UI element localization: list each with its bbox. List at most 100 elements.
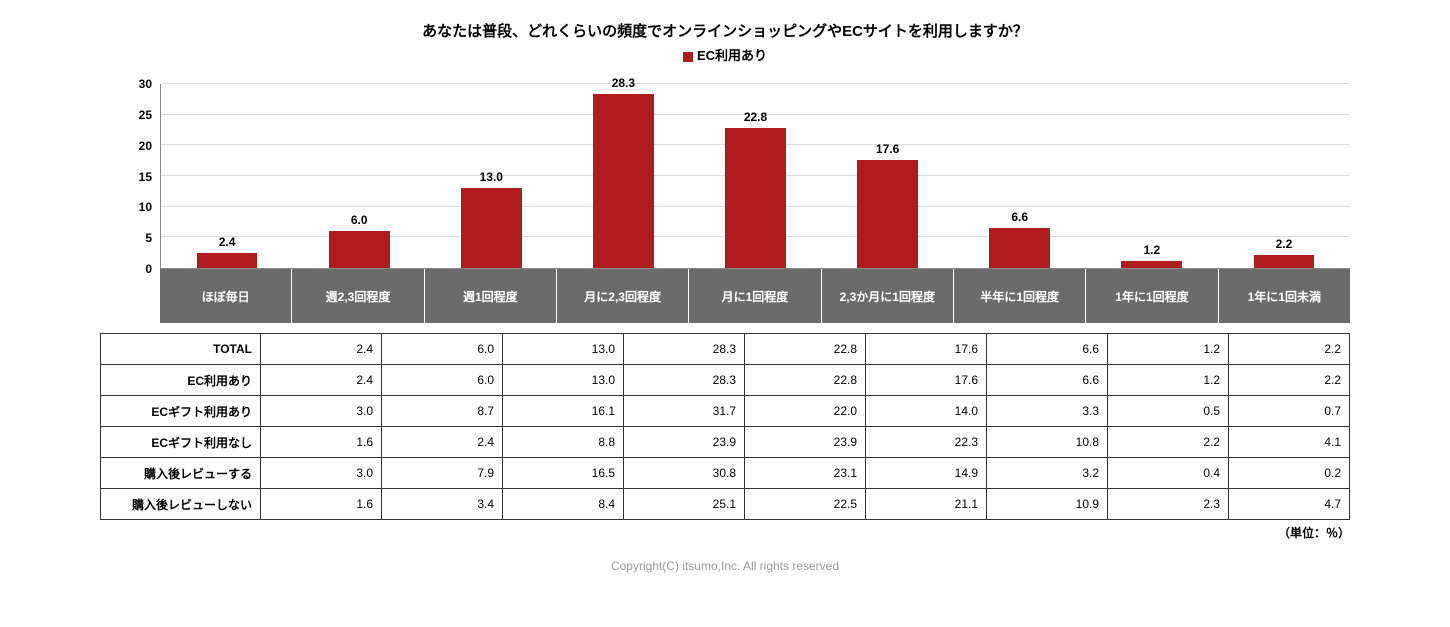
table-cell: 10.8 bbox=[987, 427, 1108, 458]
y-tick: 5 bbox=[145, 231, 152, 245]
bar-column: 28.3 bbox=[557, 84, 689, 268]
bar-column: 2.2 bbox=[1218, 84, 1350, 268]
bar-column: 6.6 bbox=[954, 84, 1086, 268]
table-cell: 16.1 bbox=[503, 396, 624, 427]
table-cell: 0.2 bbox=[1229, 458, 1350, 489]
row-label: EC利用あり bbox=[101, 365, 261, 396]
table-cell: 7.9 bbox=[382, 458, 503, 489]
category-header-row: ほぼ毎日週2,3回程度週1回程度月に2,3回程度月に1回程度2,3か月に1回程度… bbox=[160, 269, 1350, 323]
y-axis: 051015202530 bbox=[100, 84, 160, 269]
table-cell: 13.0 bbox=[503, 365, 624, 396]
table-row: 購入後レビューする3.07.916.530.823.114.93.20.40.2 bbox=[101, 458, 1350, 489]
bar-column: 22.8 bbox=[689, 84, 821, 268]
table-cell: 1.6 bbox=[261, 489, 382, 520]
y-tick: 30 bbox=[139, 77, 152, 91]
bar-column: 13.0 bbox=[425, 84, 557, 268]
table-row: TOTAL2.46.013.028.322.817.66.61.22.2 bbox=[101, 334, 1350, 365]
table-cell: 2.4 bbox=[261, 334, 382, 365]
table-cell: 22.8 bbox=[745, 365, 866, 396]
table-cell: 2.4 bbox=[382, 427, 503, 458]
bar: 1.2 bbox=[1121, 261, 1182, 268]
bar: 13.0 bbox=[461, 188, 522, 268]
table-cell: 3.4 bbox=[382, 489, 503, 520]
y-tick: 25 bbox=[139, 108, 152, 122]
chart-title: あなたは普段、どれくらいの頻度でオンラインショッピングやECサイトを利用しますか… bbox=[30, 20, 1420, 41]
table-row: 購入後レビューしない1.63.48.425.122.521.110.92.34.… bbox=[101, 489, 1350, 520]
bar-value-label: 13.0 bbox=[461, 170, 522, 184]
table-cell: 4.1 bbox=[1229, 427, 1350, 458]
bar-value-label: 22.8 bbox=[725, 110, 786, 124]
category-cell: 1年に1回程度 bbox=[1086, 269, 1218, 323]
table-cell: 3.2 bbox=[987, 458, 1108, 489]
table-cell: 13.0 bbox=[503, 334, 624, 365]
table-cell: 22.5 bbox=[745, 489, 866, 520]
table-cell: 2.2 bbox=[1229, 365, 1350, 396]
bar-value-label: 6.0 bbox=[329, 213, 390, 227]
bar-column: 17.6 bbox=[822, 84, 954, 268]
table-cell: 2.2 bbox=[1229, 334, 1350, 365]
legend-label: EC利用あり bbox=[697, 48, 767, 63]
table-cell: 22.0 bbox=[745, 396, 866, 427]
legend: EC利用あり bbox=[30, 45, 1420, 64]
table-cell: 21.1 bbox=[866, 489, 987, 520]
category-cell: 月に2,3回程度 bbox=[557, 269, 689, 323]
table-cell: 2.4 bbox=[261, 365, 382, 396]
row-label: ECギフト利用なし bbox=[101, 427, 261, 458]
data-table: TOTAL2.46.013.028.322.817.66.61.22.2EC利用… bbox=[100, 333, 1350, 520]
table-cell: 6.6 bbox=[987, 365, 1108, 396]
table-cell: 0.7 bbox=[1229, 396, 1350, 427]
bar-column: 2.4 bbox=[161, 84, 293, 268]
table-cell: 6.6 bbox=[987, 334, 1108, 365]
bar: 2.2 bbox=[1254, 255, 1315, 268]
table-cell: 2.2 bbox=[1108, 427, 1229, 458]
table-cell: 8.7 bbox=[382, 396, 503, 427]
category-cell: ほぼ毎日 bbox=[160, 269, 292, 323]
bar: 6.6 bbox=[989, 228, 1050, 268]
table-cell: 16.5 bbox=[503, 458, 624, 489]
row-label: 購入後レビューしない bbox=[101, 489, 261, 520]
bar: 6.0 bbox=[329, 231, 390, 268]
table-cell: 22.3 bbox=[866, 427, 987, 458]
table-cell: 23.1 bbox=[745, 458, 866, 489]
bar-value-label: 1.2 bbox=[1121, 243, 1182, 257]
table-cell: 30.8 bbox=[624, 458, 745, 489]
row-label: ECギフト利用あり bbox=[101, 396, 261, 427]
bar-value-label: 17.6 bbox=[857, 142, 918, 156]
y-tick: 20 bbox=[139, 139, 152, 153]
bar-value-label: 2.4 bbox=[197, 235, 258, 249]
bar-column: 6.0 bbox=[293, 84, 425, 268]
bar: 17.6 bbox=[857, 160, 918, 268]
bar-value-label: 28.3 bbox=[593, 76, 654, 90]
row-label: 購入後レビューする bbox=[101, 458, 261, 489]
table-cell: 3.3 bbox=[987, 396, 1108, 427]
table-cell: 28.3 bbox=[624, 334, 745, 365]
table-row: EC利用あり2.46.013.028.322.817.66.61.22.2 bbox=[101, 365, 1350, 396]
table-cell: 1.2 bbox=[1108, 334, 1229, 365]
table-row: ECギフト利用なし1.62.48.823.923.922.310.82.24.1 bbox=[101, 427, 1350, 458]
table-cell: 0.4 bbox=[1108, 458, 1229, 489]
table-cell: 14.9 bbox=[866, 458, 987, 489]
table-cell: 17.6 bbox=[866, 365, 987, 396]
table-cell: 14.0 bbox=[866, 396, 987, 427]
category-cell: 2,3か月に1回程度 bbox=[822, 269, 954, 323]
bar-column: 1.2 bbox=[1086, 84, 1218, 268]
y-tick: 10 bbox=[139, 200, 152, 214]
bar-value-label: 2.2 bbox=[1254, 237, 1315, 251]
table-cell: 17.6 bbox=[866, 334, 987, 365]
unit-label: （単位：％） bbox=[30, 524, 1350, 541]
table-cell: 23.9 bbox=[745, 427, 866, 458]
bar: 2.4 bbox=[197, 253, 258, 268]
table-cell: 23.9 bbox=[624, 427, 745, 458]
table-cell: 8.8 bbox=[503, 427, 624, 458]
table-cell: 6.0 bbox=[382, 334, 503, 365]
table-cell: 22.8 bbox=[745, 334, 866, 365]
table-cell: 31.7 bbox=[624, 396, 745, 427]
copyright: Copyright(C) itsumo,Inc. All rights rese… bbox=[30, 559, 1420, 573]
bar-value-label: 6.6 bbox=[989, 210, 1050, 224]
table-cell: 3.0 bbox=[261, 458, 382, 489]
bar: 22.8 bbox=[725, 128, 786, 268]
category-cell: 1年に1回未満 bbox=[1219, 269, 1350, 323]
legend-swatch bbox=[683, 52, 693, 62]
table-cell: 10.9 bbox=[987, 489, 1108, 520]
row-label: TOTAL bbox=[101, 334, 261, 365]
